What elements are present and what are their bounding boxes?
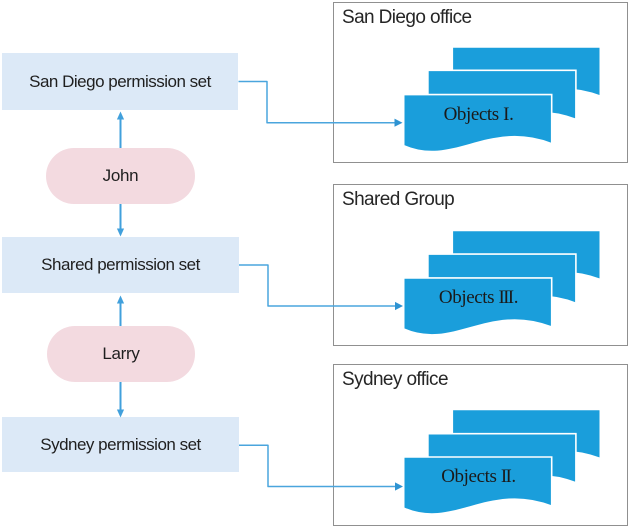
svg-text:Objects III.: Objects III. bbox=[439, 287, 518, 308]
svg-text:Objects II.: Objects II. bbox=[441, 466, 516, 487]
svg-text:Objects I.: Objects I. bbox=[444, 104, 514, 125]
